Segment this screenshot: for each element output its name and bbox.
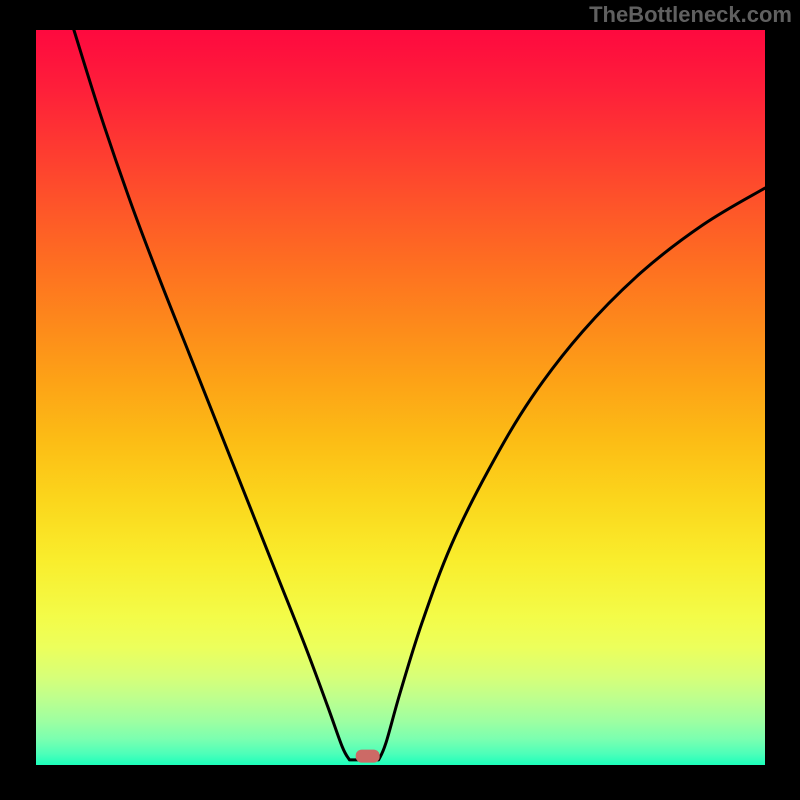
bottleneck-plot xyxy=(0,0,800,800)
plot-background xyxy=(36,30,765,765)
watermark-text: TheBottleneck.com xyxy=(589,2,792,28)
chart-container: TheBottleneck.com xyxy=(0,0,800,800)
optimum-marker xyxy=(356,750,380,763)
